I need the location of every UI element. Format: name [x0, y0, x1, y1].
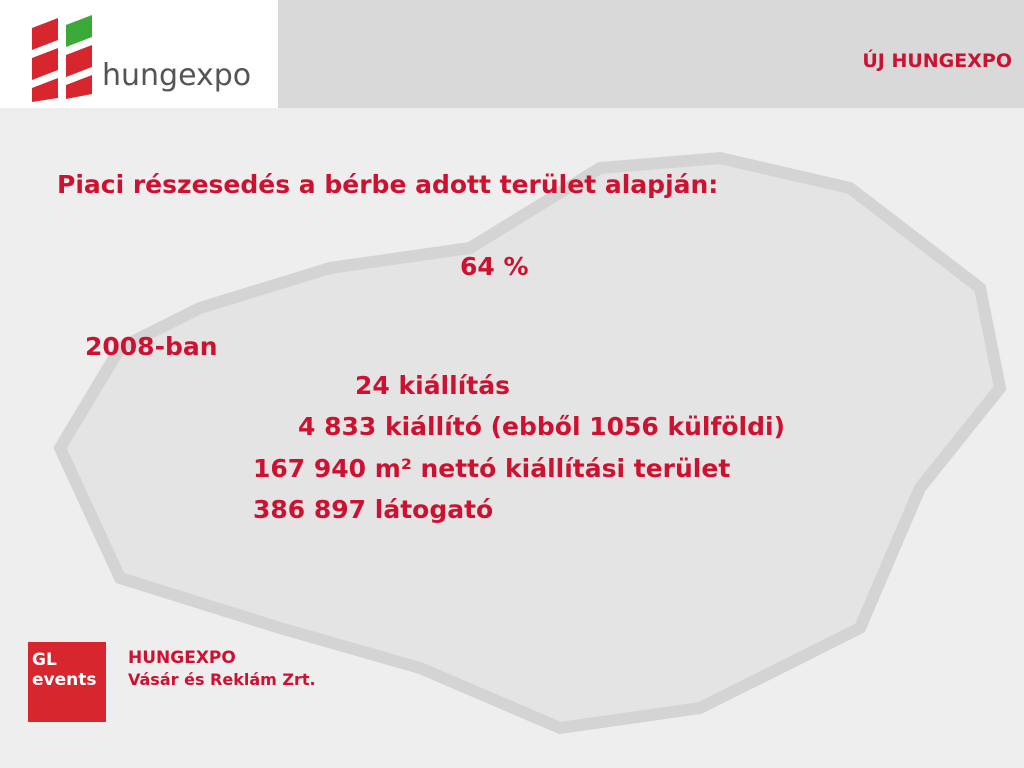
logo-icon — [32, 15, 92, 102]
logo-text: hungexpo — [102, 58, 252, 93]
share: 64 % — [460, 252, 529, 281]
stat-line: 4 833 kiállító (ebből 1056 külföldi) — [298, 412, 785, 441]
map-background — [53, 151, 1007, 735]
logo-box: hungexpo — [0, 0, 278, 108]
stat-line: 24 kiállítás — [355, 371, 510, 400]
stat-line: 386 897 látogató — [253, 495, 494, 524]
stat-line: 167 940 m² nettó kiállítási terület — [253, 454, 731, 483]
gl-events-badge: GL events — [28, 642, 106, 722]
heading: Piaci részesedés a bérbe adott terület a… — [57, 170, 719, 199]
header-title: ÚJ HUNGEXPO — [862, 50, 1012, 72]
footer-company: HUNGEXPO — [128, 648, 236, 668]
year: 2008-ban — [85, 332, 218, 361]
footer-company-sub: Vásár és Reklám Zrt. — [128, 670, 316, 689]
